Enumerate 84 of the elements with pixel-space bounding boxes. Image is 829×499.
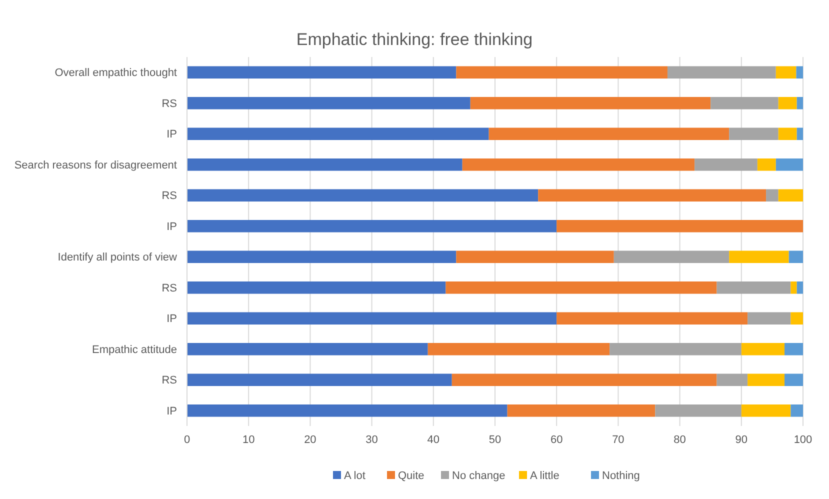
bar <box>556 312 748 325</box>
x-tick-label: 90 <box>735 434 748 446</box>
bar <box>187 96 470 110</box>
bar <box>790 281 797 294</box>
bar <box>796 66 803 79</box>
y-tick-label: Search reasons for disagreement <box>14 159 177 172</box>
x-tick-label: 40 <box>427 434 440 446</box>
bar <box>655 404 742 417</box>
bar <box>462 158 695 171</box>
legend-label: A lot <box>344 470 366 482</box>
bar <box>187 189 538 202</box>
x-tick-label: 30 <box>366 434 378 446</box>
bar <box>488 128 730 140</box>
y-tick-label: Overall empathic thought <box>54 67 177 80</box>
bar <box>729 250 789 264</box>
y-tick-label: RS <box>162 282 177 294</box>
x-tick-label: 10 <box>242 434 255 446</box>
bar <box>187 281 446 294</box>
legend-label: No change <box>452 470 506 482</box>
bar <box>694 158 758 171</box>
bar <box>187 128 489 140</box>
bar <box>748 374 785 386</box>
bar <box>716 281 791 294</box>
bar <box>610 342 742 356</box>
x-tick-label: 100 <box>794 434 812 446</box>
bar <box>187 158 462 171</box>
bar <box>748 312 791 325</box>
y-tick-label: RS <box>162 190 177 202</box>
y-tick-label: RS <box>162 374 177 387</box>
y-tick-label: IP <box>166 128 177 141</box>
bar <box>470 96 711 110</box>
bar <box>778 128 797 140</box>
x-tick-label: 0 <box>184 434 190 446</box>
bar <box>187 312 557 325</box>
bar <box>187 374 452 386</box>
bar <box>187 404 508 417</box>
bar <box>456 66 668 79</box>
bar <box>187 66 456 79</box>
bar <box>456 250 614 264</box>
bar <box>741 404 791 417</box>
x-tick-label: 60 <box>550 434 563 446</box>
bar <box>716 374 748 386</box>
bar <box>796 128 803 140</box>
bar <box>778 189 803 202</box>
bar <box>784 374 803 386</box>
bar <box>452 374 717 386</box>
y-tick-label: IP <box>166 405 177 418</box>
bar <box>776 158 803 171</box>
bar <box>796 281 803 294</box>
bar <box>446 281 717 294</box>
bar <box>784 342 803 356</box>
x-tick-label: 70 <box>612 434 624 446</box>
bar <box>538 189 766 202</box>
y-tick-label: IP <box>166 220 177 233</box>
y-tick-label: IP <box>166 313 177 326</box>
legend-label: Nothing <box>602 470 640 482</box>
bar <box>766 189 778 202</box>
y-tick-label: RS <box>162 98 177 110</box>
bar <box>790 404 803 417</box>
bar <box>428 342 610 356</box>
bar <box>778 96 797 110</box>
bar <box>507 404 656 417</box>
bar <box>556 220 803 232</box>
bar <box>667 66 776 79</box>
y-tick-label: Identify all points of view <box>58 252 178 264</box>
x-tick-label: 80 <box>674 434 686 446</box>
bar <box>741 342 785 356</box>
bar <box>187 250 456 264</box>
bar <box>788 250 803 264</box>
bar <box>790 312 803 325</box>
bar <box>757 158 776 171</box>
legend-label: A little <box>530 470 560 482</box>
bar <box>187 220 557 232</box>
x-tick-label: 50 <box>488 434 502 446</box>
legend-label: Quite <box>398 470 424 482</box>
bar <box>710 96 778 110</box>
bar <box>796 96 803 110</box>
bar <box>776 66 796 79</box>
bar <box>187 342 428 356</box>
x-tick-label: 20 <box>304 434 316 446</box>
bar <box>729 128 778 140</box>
bar <box>614 250 730 264</box>
y-tick-label: Empathic attitude <box>92 344 177 356</box>
chart-title: Emphatic thinking: free thinking <box>296 30 533 49</box>
